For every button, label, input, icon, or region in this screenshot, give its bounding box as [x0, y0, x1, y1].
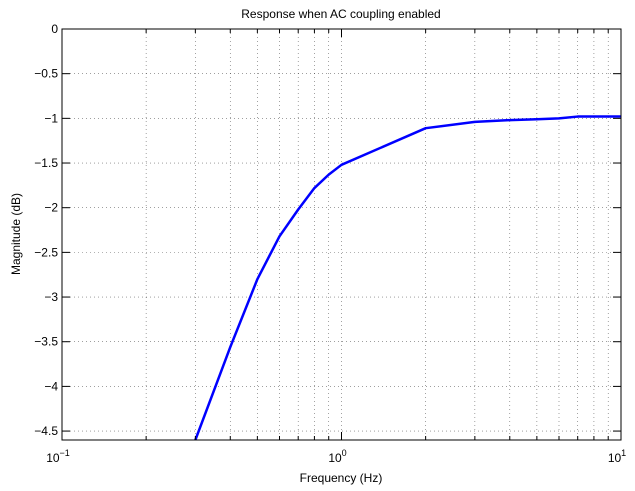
x-tick-label: 101: [608, 448, 626, 465]
y-tick-label: 0: [51, 22, 58, 36]
y-tick-label: −4: [44, 379, 58, 393]
y-tick-label: −1.5: [34, 156, 58, 170]
x-axis-label: Frequency (Hz): [300, 471, 383, 485]
plot-area: [62, 29, 621, 440]
y-tick-label: −2: [44, 201, 58, 215]
y-tick-label: −3: [44, 290, 58, 304]
x-tick-labels: 10−1 100 101: [46, 448, 626, 465]
series-group: [194, 115, 621, 440]
y-tick-label: −4.5: [34, 424, 58, 438]
chart-title: Response when AC coupling enabled: [241, 7, 440, 21]
grid: [62, 29, 621, 440]
ticks: [61, 28, 622, 440]
y-tick-label: −0.5: [34, 67, 58, 81]
y-tick-label: −1: [44, 111, 58, 125]
y-tick-label: −3.5: [34, 335, 58, 349]
series-line-0: [194, 115, 621, 440]
y-tick-label: −2.5: [34, 245, 58, 259]
x-tick-label: 100: [328, 448, 346, 465]
y-tick-labels: 0 −0.5 −1 −1.5 −2 −2.5 −3 −3.5 −4 −4.5: [34, 22, 58, 438]
x-tick-label: 10−1: [46, 448, 70, 465]
y-axis-label: Magnitude (dB): [9, 193, 23, 275]
